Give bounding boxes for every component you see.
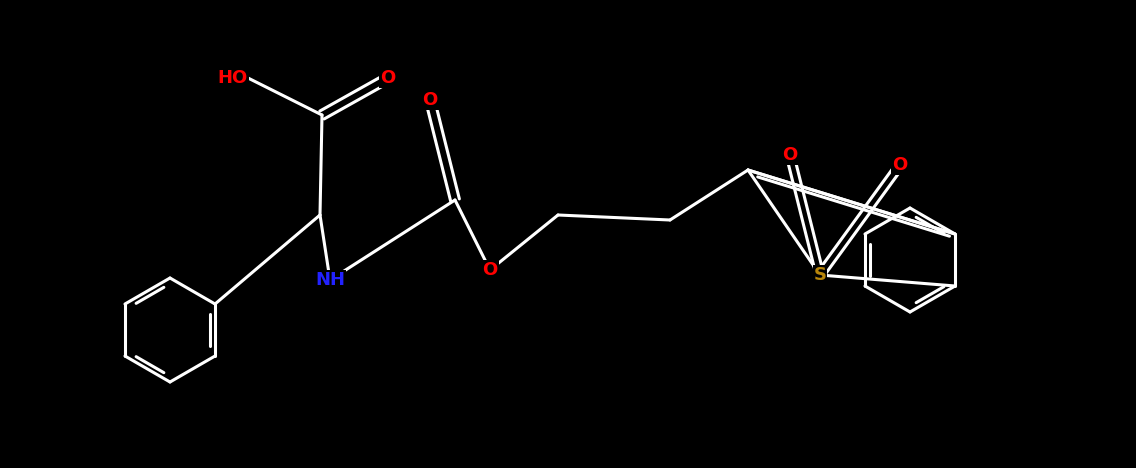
Text: O: O xyxy=(423,91,437,109)
Text: O: O xyxy=(893,156,908,174)
Text: S: S xyxy=(813,266,827,284)
Text: O: O xyxy=(783,146,797,164)
Text: NH: NH xyxy=(315,271,345,289)
Text: O: O xyxy=(483,261,498,279)
Text: HO: HO xyxy=(218,69,248,87)
Text: O: O xyxy=(381,69,395,87)
